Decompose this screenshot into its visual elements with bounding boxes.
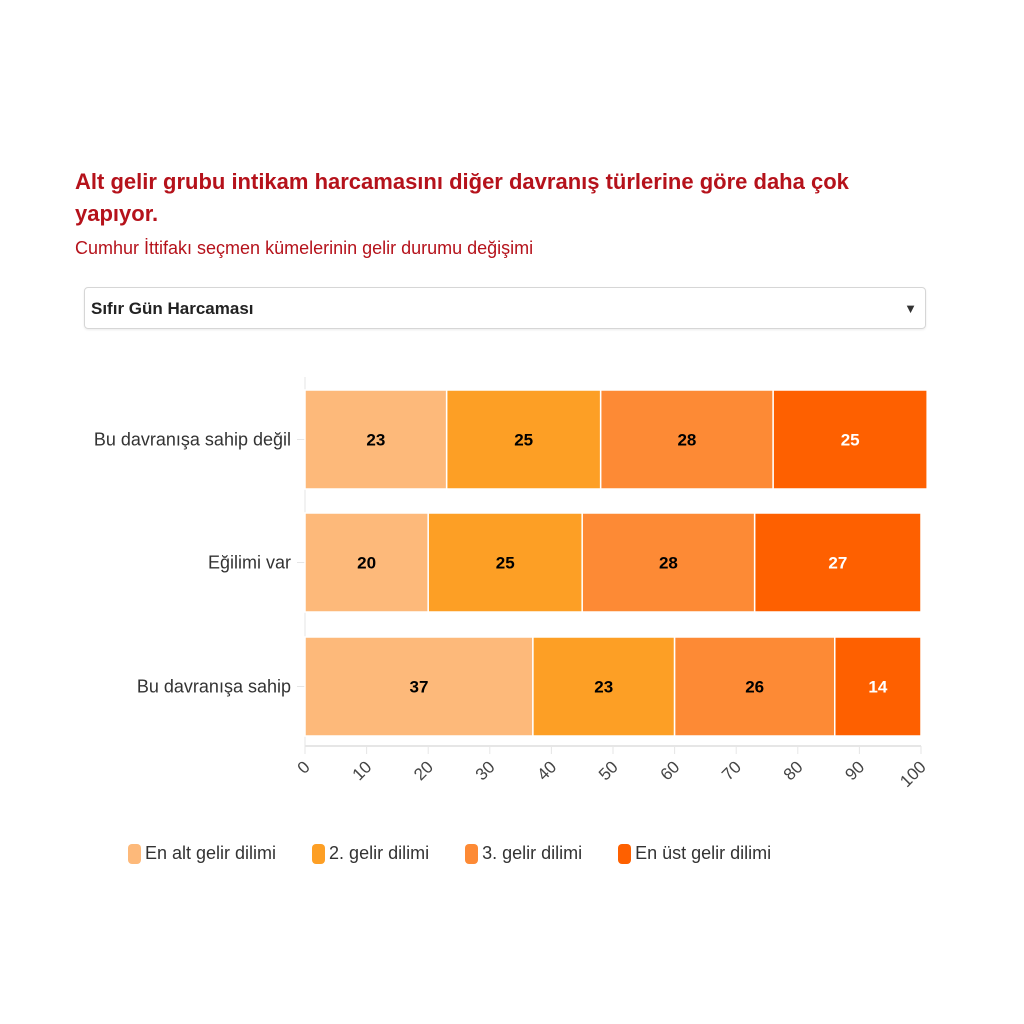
data-label: 25 xyxy=(496,554,515,573)
y-category-label: Bu davranışa sahip xyxy=(137,677,291,697)
chart-subtitle: Cumhur İttifakı seçmen kümelerinin gelir… xyxy=(75,238,534,258)
data-label: 28 xyxy=(677,431,696,450)
caret-down-icon: ▼ xyxy=(904,301,917,316)
y-category-label: Bu davranışa sahip değil xyxy=(94,430,291,450)
dropdown-value: Sıfır Gün Harcaması xyxy=(91,299,254,318)
bar-segment[interactable] xyxy=(772,389,928,490)
data-label: 23 xyxy=(594,678,613,697)
legend-item[interactable]: 3. gelir dilimi xyxy=(465,843,582,864)
x-tick-label: 50 xyxy=(595,757,622,784)
bar-segment[interactable] xyxy=(834,636,922,737)
legend-swatch xyxy=(312,843,326,864)
bar-segment[interactable] xyxy=(304,389,448,490)
bar-segment[interactable] xyxy=(427,512,583,613)
data-label: 26 xyxy=(745,678,764,697)
bar-segment[interactable] xyxy=(532,636,676,737)
legend-swatch xyxy=(618,843,632,864)
data-label: 25 xyxy=(514,431,533,450)
legend-item[interactable]: 2. gelir dilimi xyxy=(312,843,429,864)
legend-swatch xyxy=(465,843,479,864)
x-tick-label: 80 xyxy=(780,757,807,784)
legend-item[interactable]: En üst gelir dilimi xyxy=(618,843,771,864)
y-category-label: Eğilimi var xyxy=(208,553,291,573)
behavior-dropdown[interactable]: Sıfır Gün Harcaması ▼ xyxy=(84,287,926,329)
bar-segment[interactable] xyxy=(581,512,756,613)
x-tick-label: 70 xyxy=(718,757,745,784)
legend-label: 3. gelir dilimi xyxy=(482,843,583,863)
x-tick-label: 60 xyxy=(657,757,684,784)
bar-segment[interactable] xyxy=(673,636,836,737)
x-tick-label: 30 xyxy=(472,757,499,784)
data-label: 14 xyxy=(868,678,887,697)
data-label: 27 xyxy=(828,554,847,573)
data-label: 37 xyxy=(409,678,428,697)
legend-label: En alt gelir dilimi xyxy=(145,843,277,863)
data-label: 23 xyxy=(366,431,385,450)
legend-label: En üst gelir dilimi xyxy=(635,843,772,863)
legend-swatch xyxy=(128,843,141,864)
bar-segment[interactable] xyxy=(753,512,922,613)
data-label: 20 xyxy=(357,554,376,573)
bar-segment[interactable] xyxy=(445,389,602,490)
x-tick-label: 40 xyxy=(533,757,560,784)
legend-item[interactable]: En alt gelir dilimi xyxy=(128,843,276,864)
x-tick-label: 20 xyxy=(410,757,437,784)
chart-title: Alt gelir grubu intikam harcamasını diğe… xyxy=(75,169,849,226)
x-tick-label: 0 xyxy=(294,757,314,777)
data-label: 25 xyxy=(841,431,860,450)
x-tick-label: 100 xyxy=(896,757,929,790)
x-tick-label: 90 xyxy=(841,757,868,784)
bar-segment[interactable] xyxy=(304,636,534,737)
legend: En alt gelir dilimi 2. gelir dilimi 3. gel… xyxy=(128,843,771,864)
bar-segment[interactable] xyxy=(599,389,774,490)
legend-label: 2. gelir dilimi xyxy=(329,843,430,863)
x-tick-label: 10 xyxy=(349,757,376,784)
data-label: 28 xyxy=(659,554,678,573)
bar-segment[interactable] xyxy=(304,512,429,613)
